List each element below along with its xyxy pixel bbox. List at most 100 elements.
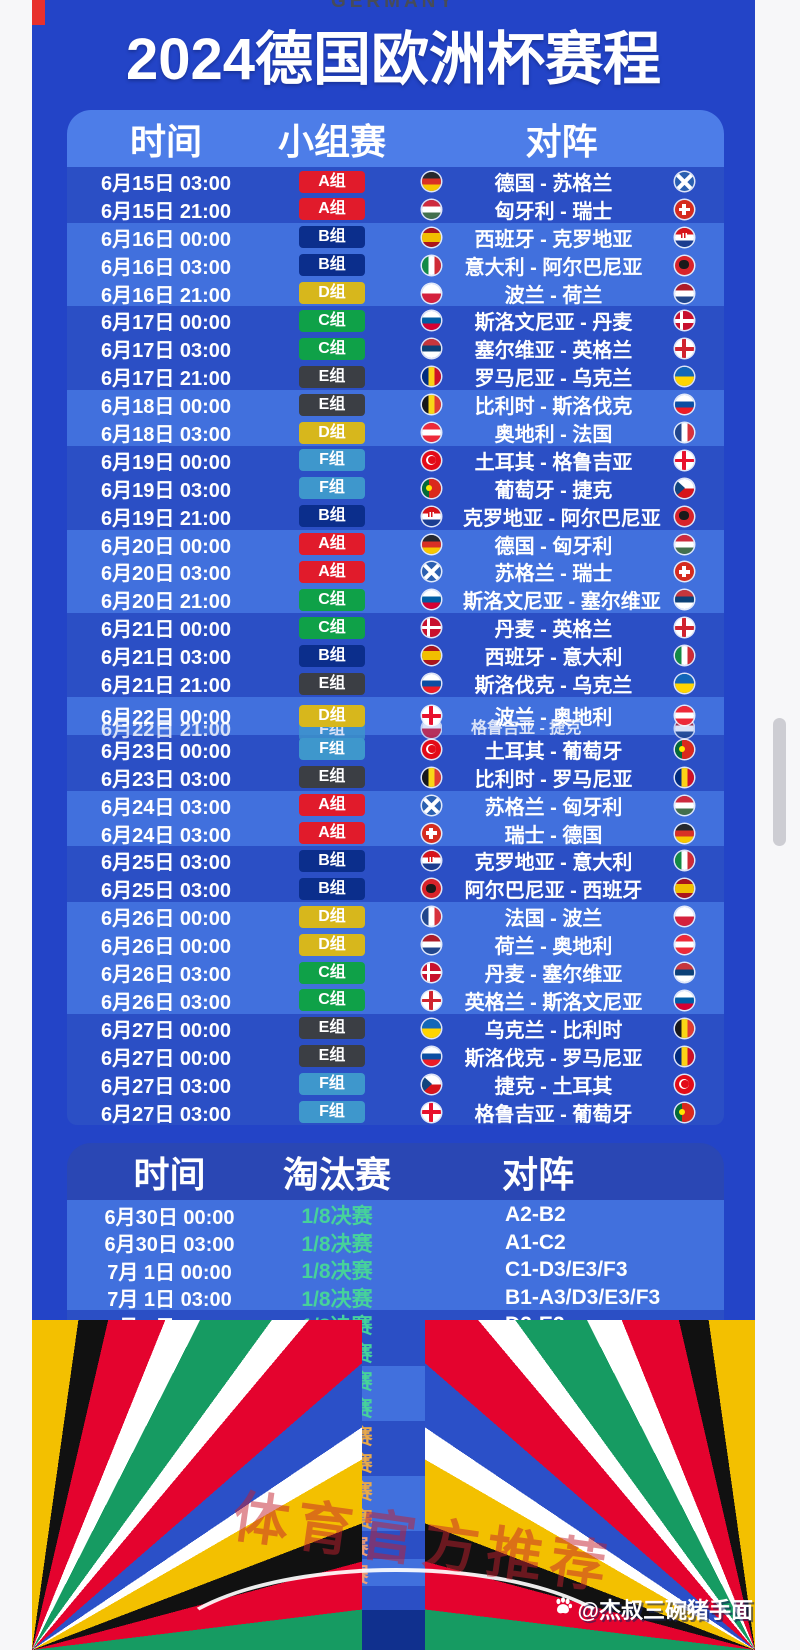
ghost-matchup-text: 格鲁吉亚 - 捷克 [471,719,582,737]
group-badge: C组 [299,337,365,360]
matchup-text: 西班牙 - 意大利 [484,647,623,670]
italy-flag [421,255,441,275]
matchup-text: 乌克兰 - 比利时 [484,1019,623,1042]
albania-flag [674,255,694,275]
ghost-match-date: 6月22日 21:00 [100,718,232,741]
match-row: 6月16日 03:00 B组 意大利 - 阿尔巴尼亚 [67,250,724,279]
spain-flag [421,646,441,666]
spain-flag [674,879,694,899]
match-date: 6月16日 21:00 [100,284,232,307]
group-badge: B组 [299,644,365,667]
match-date: 6月21日 03:00 [100,647,232,670]
matchup-text: 葡萄牙 - 捷克 [494,479,613,502]
match-date: 6月26日 03:00 [100,964,232,987]
matchup-text: 德国 - 苏格兰 [494,173,613,195]
match-date: 6月24日 03:00 [100,824,232,847]
page-title: 2024德国欧洲杯赛程 [125,27,662,92]
group-badge: B组 [299,849,365,872]
match-date: 6月18日 00:00 [100,396,232,419]
georgia-flag [421,706,441,726]
england-flag [421,990,441,1010]
match-date: 6月18日 03:00 [100,424,232,447]
opponent-text: C1-D3/E3/F3 [505,1258,628,1282]
england-flag [674,618,694,638]
match-date: 6月24日 03:00 [100,796,232,819]
match-row: 6月24日 03:00 A组 苏格兰 - 匈牙利 [67,790,724,819]
group-badge: E组 [299,1045,365,1068]
matchup-text: 斯洛伐克 - 乌克兰 [474,675,633,698]
column-header-matchup: 对阵 [525,120,598,162]
hungary-flag [674,534,694,554]
glitch-badge-cell: F组 D组 [265,697,399,741]
germany-flag [674,823,694,843]
glitch-home-flag-cell [399,697,463,738]
serbia-flag [674,963,694,983]
match-date: 6月26日 00:00 [100,936,232,959]
group-badge: F组 [299,1073,365,1096]
match-row: 6月27日 03:00 F组 捷克 - 土耳其 [67,1069,724,1098]
column-header-time: 时间 [129,120,202,162]
group-stage-table: 时间 小组赛 对阵 6月15日 03:00 A组 德国 - 苏格兰 6月15日 21:… [67,110,724,1126]
scotland-flag [674,172,694,191]
slovenia-flag [421,311,441,331]
match-date: 6月15日 03:00 [100,173,232,195]
match-row-glitch: 6月22日 21:00 6月22日 00:00 F组 D组 格鲁吉亚 - 捷克 波兰 - … [67,696,724,741]
group-badge: F组 [299,738,365,761]
stage-label: 1/8决赛 [301,1232,373,1256]
matchup-text: 克罗地亚 - 阿尔巴尼亚 [463,507,661,530]
match-date: 6月30日 03:00 [104,1234,235,1257]
match-row: 6月20日 03:00 A组 苏格兰 - 瑞士 [67,557,724,585]
slovakia-flag [421,674,441,694]
matchup-text: 瑞士 - 德国 [504,824,603,847]
matchup-text: 英格兰 - 斯洛文尼亚 [464,991,643,1014]
romania-flag [674,1046,694,1066]
match-row: 6月21日 21:00 E组 斯洛伐克 - 乌克兰 [67,669,724,697]
glitch-date-cell: 6月22日 21:00 6月22日 00:00 [67,697,265,741]
match-date: 6月26日 03:00 [100,991,232,1014]
column-header-knockout: 淘汰赛 [282,1153,391,1195]
slovakia-flag [674,395,694,415]
slovenia-flag [674,990,694,1010]
group-badge: C组 [299,961,365,984]
belgium-flag [421,395,441,415]
denmark-flag [421,618,441,638]
match-date: 6月27日 00:00 [100,1047,232,1070]
matchup-text: 斯洛文尼亚 - 丹麦 [474,312,633,335]
match-date: 6月30日 00:00 [104,1206,235,1229]
opponent-text: A2-B2 [505,1203,566,1226]
match-row: 6月19日 00:00 F组 土耳其 - 格鲁吉亚 [67,445,724,474]
match-date: 6月19日 03:00 [100,479,232,502]
match-row: 6月23日 03:00 E组 比利时 - 罗马尼亚 [67,762,724,791]
matchup-text: 土耳其 - 格鲁吉亚 [474,451,633,474]
group-badge: D组 [299,704,365,727]
match-date: 7月 1日 03:00 [107,1289,232,1312]
match-row: 6月20日 21:00 C组 斯洛文尼亚 - 塞尔维亚 [67,585,724,613]
match-row: 6月26日 03:00 C组 丹麦 - 塞尔维亚 [67,958,724,986]
serbia-flag [674,590,694,610]
matchup-text: 斯洛伐克 - 罗马尼亚 [464,1047,643,1070]
match-date: 6月20日 21:00 [100,591,232,614]
group-badge: D组 [299,905,365,928]
scrollbar-thumb[interactable] [773,718,786,846]
match-date: 6月20日 03:00 [100,563,232,586]
match-date: 6月27日 00:00 [100,1019,232,1042]
match-date: 6月27日 03:00 [100,1075,232,1098]
portugal-flag [674,1102,694,1122]
group-badge: A组 [299,198,365,221]
albania-flag [421,879,441,899]
knockout-row: 6月30日 03:00 1/8决赛 A1-C2 [67,1227,724,1257]
stage-label: 1/8决赛 [301,1205,373,1228]
poland-flag [674,907,694,927]
turkey-flag [421,739,441,759]
group-badge: F组 [299,1101,365,1123]
croatia-flag [674,227,694,247]
group-badge: E组 [299,365,365,388]
matchup-text: 奥地利 - 法国 [494,424,613,447]
group-badge: D组 [299,421,365,444]
turkey-flag [421,450,441,470]
belgium-flag [421,767,441,787]
group-badge: F组 [299,477,365,500]
match-row: 6月15日 21:00 A组 匈牙利 - 瑞士 [67,194,724,223]
match-row: 6月25日 03:00 B组 阿尔巴尼亚 - 西班牙 [67,874,724,902]
france-flag [421,907,441,927]
